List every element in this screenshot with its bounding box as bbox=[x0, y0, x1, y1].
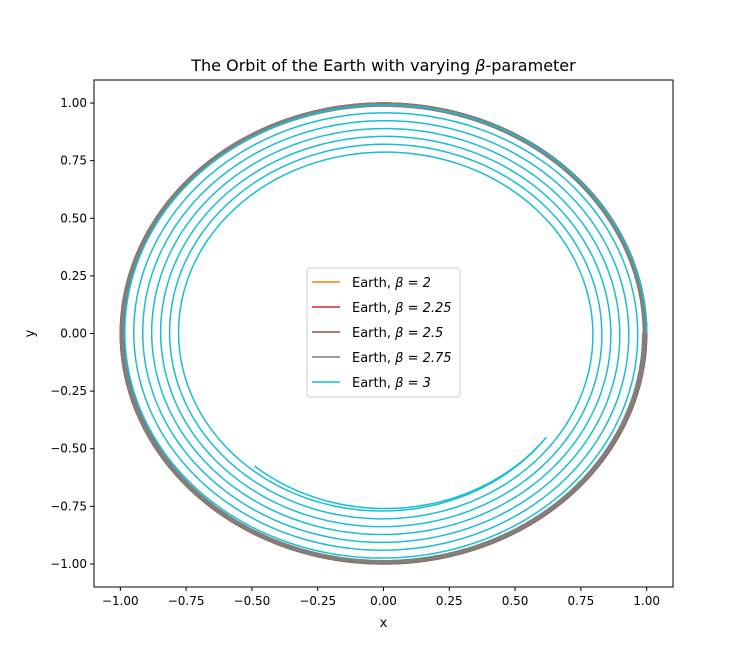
x-tick-label: −0.25 bbox=[299, 594, 336, 608]
x-tick-label: −0.75 bbox=[168, 594, 205, 608]
legend-entry: Earth, β = 3 bbox=[352, 376, 431, 391]
chart-title: The Orbit of the Earth with varying β-pa… bbox=[190, 56, 576, 75]
x-tick-label: 0.25 bbox=[436, 594, 463, 608]
x-tick-label: 0.00 bbox=[370, 594, 397, 608]
legend: Earth, β = 2 Earth, β = 2.25 Earth, β = 2.… bbox=[306, 267, 461, 398]
y-axis: −1.00 −0.75 −0.50 −0.25 0.00 0.25 0.50 0.75 1.00 bbox=[50, 96, 94, 571]
series-layer bbox=[119, 102, 648, 565]
x-axis-label: x bbox=[380, 616, 388, 631]
y-tick-label: 0.75 bbox=[60, 154, 87, 168]
x-tick-label: −0.50 bbox=[234, 594, 271, 608]
x-axis: −1.00 −0.75 −0.50 −0.25 0.00 0.25 0.50 0.75 1.00 bbox=[102, 587, 660, 608]
y-tick-label: 1.00 bbox=[60, 96, 87, 110]
legend-entry: Earth, β = 2.5 bbox=[352, 326, 443, 341]
y-tick-label: −0.50 bbox=[50, 442, 87, 456]
x-tick-label: 1.00 bbox=[633, 594, 660, 608]
legend-entry: Earth, β = 2 bbox=[352, 276, 431, 291]
x-tick-label: −1.00 bbox=[102, 594, 139, 608]
orbit-series-line bbox=[124, 104, 648, 559]
y-tick-label: 0.50 bbox=[60, 211, 87, 225]
y-tick-label: 0.25 bbox=[60, 269, 87, 283]
y-tick-label: −1.00 bbox=[50, 557, 87, 571]
y-axis-label: y bbox=[23, 329, 38, 337]
legend-entry: Earth, β = 2.25 bbox=[352, 301, 452, 316]
x-tick-label: 0.75 bbox=[568, 594, 595, 608]
y-tick-label: −0.25 bbox=[50, 384, 87, 398]
legend-box bbox=[306, 267, 461, 398]
y-tick-label: −0.75 bbox=[50, 499, 87, 513]
y-tick-label: 0.00 bbox=[60, 327, 87, 341]
x-tick-label: 0.50 bbox=[502, 594, 529, 608]
legend-entry: Earth, β = 2.75 bbox=[352, 351, 452, 366]
